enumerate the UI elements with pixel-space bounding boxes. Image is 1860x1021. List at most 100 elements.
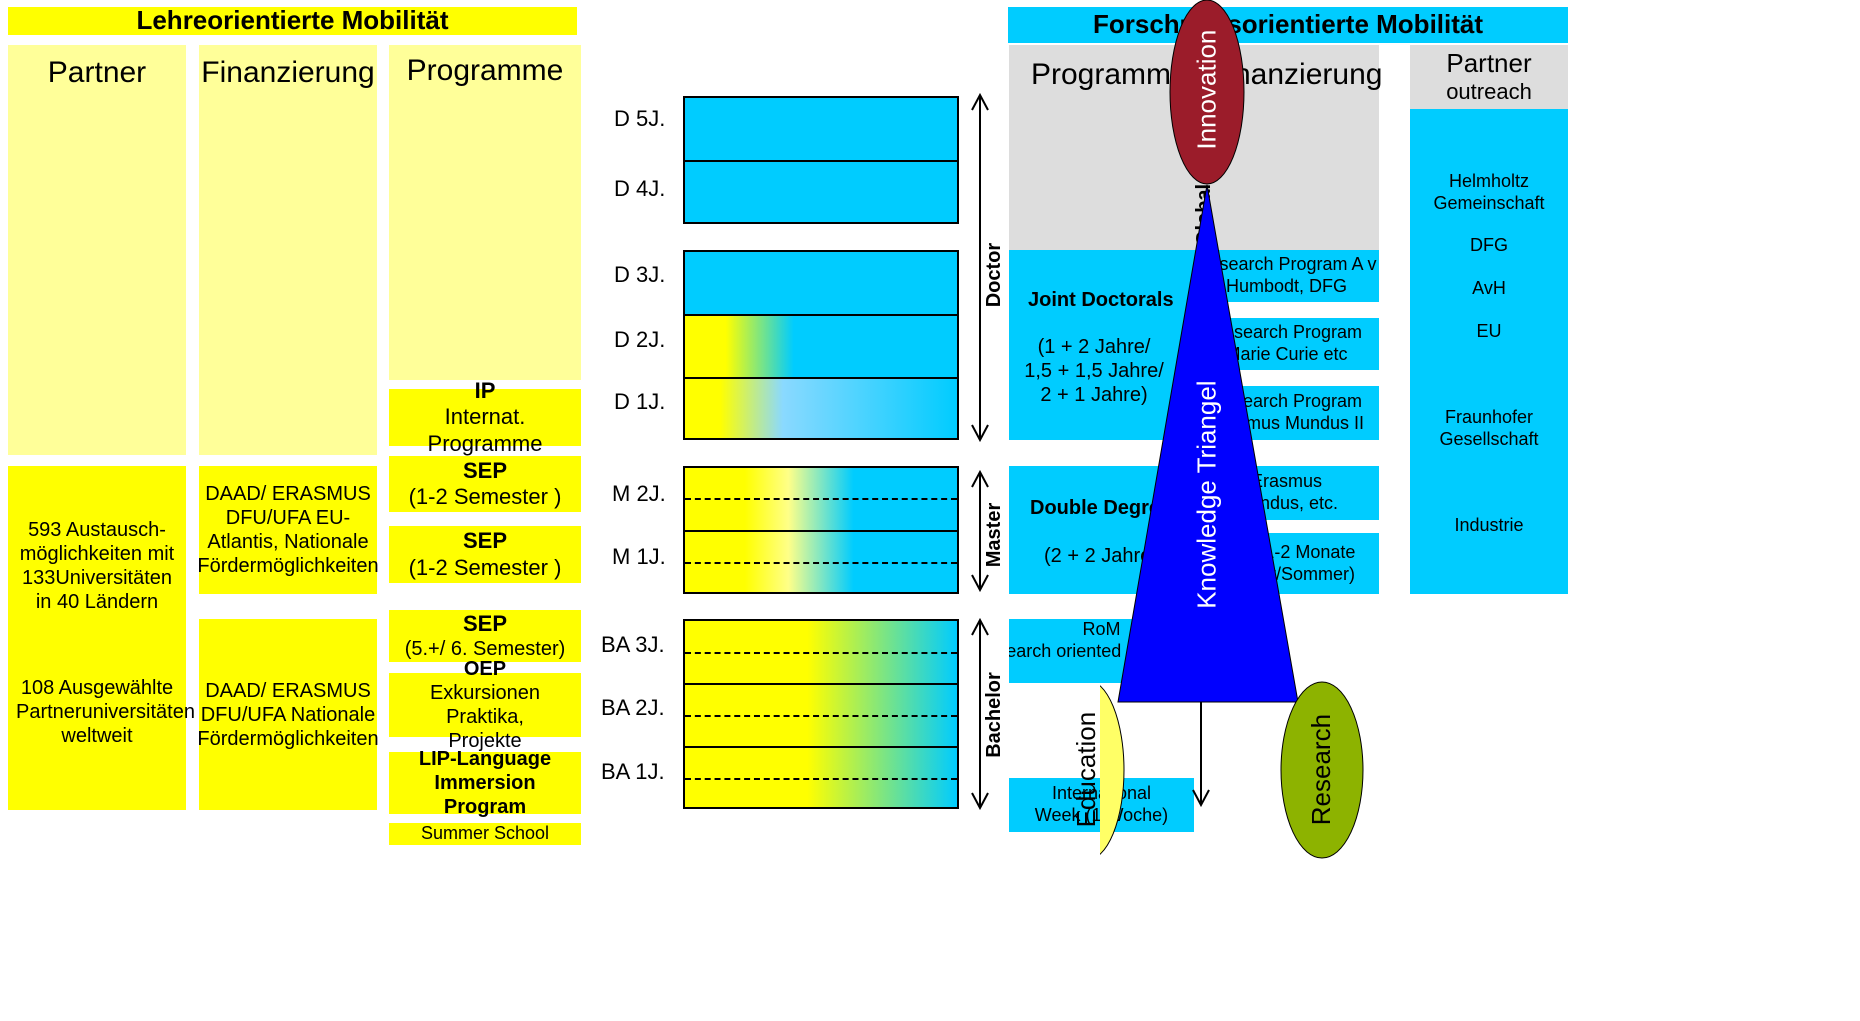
right-partner-list: Helmholtz Gemeinschaft DFG AvH EU Fraunh… xyxy=(1410,109,1568,594)
bar-group-doctor-lower xyxy=(683,250,959,440)
program-title: SEP xyxy=(462,528,508,554)
partner-box: 593 Austausch-möglichkeiten mit 133Unive… xyxy=(8,466,195,810)
right-title: Forschungsorientierte Mobilität xyxy=(1008,7,1568,43)
finanz-box-upper: DAAD/ ERASMUS DFU/UFA EU-Atlantis, Natio… xyxy=(197,466,379,594)
left-title: Lehreorientierte Mobilität xyxy=(8,5,577,35)
program-title: SEP xyxy=(462,457,508,483)
bar-dash xyxy=(685,498,957,500)
level-bachelor-label: Bachelor xyxy=(983,672,1005,758)
partner-eu: EU xyxy=(1476,321,1502,341)
program-sep-3: SEP (5.+/ 6. Semester) xyxy=(389,610,581,662)
joint-sub: (1 + 2 Jahre/ 1,5 + 1,5 Jahre/ 2 + 1 Jah… xyxy=(1024,336,1164,406)
double-sub: (2 + 2 Jahre) xyxy=(1044,545,1158,567)
program-sub: (1-2 Semester ) xyxy=(408,554,562,580)
program-sep-2: SEP (1-2 Semester ) xyxy=(389,526,581,583)
education-label: Education xyxy=(1071,712,1102,828)
left-finanz-column: Finanzierung xyxy=(199,45,377,455)
program-title: LIP-Language Immersion Program xyxy=(418,748,552,818)
innovation-label-box: Innovation xyxy=(1190,15,1224,165)
rom-title: RoM xyxy=(1082,619,1121,639)
education-ellipse xyxy=(1100,685,1125,855)
left-programme-column: Programme xyxy=(389,45,581,380)
fin-box-1: Research Program A v Humbodt, DFG xyxy=(1194,250,1379,302)
innovation-label: Innovation xyxy=(1191,30,1222,150)
level-bachelor: Bachelor xyxy=(983,660,1005,770)
left-partner-header: Partner xyxy=(47,56,147,89)
research-label: Research xyxy=(1306,714,1337,826)
partner-dfg: DFG xyxy=(1470,235,1508,255)
bar-divider xyxy=(685,530,957,532)
finanz-text-upper: DAAD/ ERASMUS DFU/UFA EU-Atlantis, Natio… xyxy=(197,483,379,577)
left-programme-header: Programme xyxy=(406,54,564,87)
program-title: OEP xyxy=(463,658,507,680)
year-label: BA 3J. xyxy=(601,632,665,657)
bar-divider xyxy=(685,746,957,748)
triangle-label-box: Knowledge Triangel xyxy=(1190,330,1224,660)
innovation-ellipse xyxy=(1169,0,1245,185)
knowledge-triangle xyxy=(1117,184,1299,703)
level-doctor-label: Doctor xyxy=(983,242,1006,308)
partner-text-exchange: 593 Austausch-möglichkeiten mit 133Unive… xyxy=(19,519,175,613)
year-label: BA 1J. xyxy=(601,759,665,784)
level-arrows xyxy=(971,92,989,811)
research-label-box: Research xyxy=(1305,690,1339,850)
research-ellipse xyxy=(1280,681,1364,859)
finanz-box-lower: DAAD/ ERASMUS DFU/UFA Nationale Fördermö… xyxy=(197,619,379,810)
bar-group-doctor-upper xyxy=(683,96,959,224)
year-label: D 1J. xyxy=(614,389,666,414)
program-sub: (5.+/ 6. Semester) xyxy=(404,638,566,661)
level-master: Master xyxy=(983,490,1006,580)
program-sub: Internat. Programme xyxy=(427,404,543,456)
bar-d1 xyxy=(685,378,957,438)
year-label: M 1J. xyxy=(612,544,666,569)
box-joint-doctorals: Joint Doctorals (1 + 2 Jahre/ 1,5 + 1,5 … xyxy=(1009,250,1194,440)
partner-fraunhofer: Fraunhofer Gesellschaft xyxy=(1439,407,1539,449)
program-sub: Exkursionen Praktika, Projekte xyxy=(429,682,541,752)
bar-divider xyxy=(685,160,957,162)
double-title: Double Degree xyxy=(1030,497,1172,519)
program-oep: OEP Exkursionen Praktika, Projekte xyxy=(389,658,581,752)
bar-dash xyxy=(685,715,957,717)
bar-dash xyxy=(685,652,957,654)
right-partner-sub: outreach xyxy=(1446,79,1532,105)
bar-d2 xyxy=(685,315,957,378)
fin-text: Research Program A v Humbodt, DFG xyxy=(1196,254,1377,296)
program-title: SEP xyxy=(462,610,508,636)
year-label: D 4J. xyxy=(614,176,666,201)
partner-avh: AvH xyxy=(1472,278,1506,298)
year-label: M 2J. xyxy=(612,481,666,506)
program-summer-school: Summer School xyxy=(389,823,581,845)
right-partner-header-box: Partner outreach xyxy=(1410,45,1568,109)
year-label: D 2J. xyxy=(614,327,666,352)
partner-industrie: Industrie xyxy=(1454,515,1524,535)
bar-divider xyxy=(685,314,957,316)
bar-group-master xyxy=(683,466,959,594)
program-sep-1: SEP (1-2 Semester ) xyxy=(389,456,581,512)
program-title: IP xyxy=(474,377,496,403)
program-sub: Summer School xyxy=(420,823,550,844)
education-label-box: Education xyxy=(1070,690,1104,850)
year-label: D 3J. xyxy=(614,262,666,287)
level-doctor: Doctor xyxy=(983,220,1006,330)
year-label: D 5J. xyxy=(614,106,666,131)
bar-divider xyxy=(685,377,957,379)
triangle-down-arrow xyxy=(1192,789,1210,808)
program-ip: IP Internat. Programme xyxy=(389,378,581,456)
bar-dash xyxy=(685,778,957,780)
bar-divider xyxy=(685,683,957,685)
program-sub: (1-2 Semester ) xyxy=(408,484,562,509)
partner-text-selected: 108 Ausgewählte Partneruniversitäten wel… xyxy=(16,677,195,747)
level-master-label: Master xyxy=(983,502,1006,568)
left-partner-column: Partner xyxy=(8,45,186,455)
fin-text: Research Program Marie Curie etc xyxy=(1210,322,1363,364)
knowledge-triangle-graphic xyxy=(1100,0,1364,859)
partner-helmholtz: Helmholtz Gemeinschaft xyxy=(1433,171,1545,213)
joint-title: Joint Doctorals xyxy=(1028,289,1174,311)
bar-dash xyxy=(685,562,957,564)
right-partner-header: Partner xyxy=(1446,48,1532,79)
program-lip: LIP-Language Immersion Program xyxy=(389,748,581,818)
left-finanz-header: Finanzierung xyxy=(201,56,375,89)
bar-group-bachelor xyxy=(683,619,959,809)
right-programme-header: Programme xyxy=(1031,58,1188,91)
triangle-label: Knowledge Triangel xyxy=(1191,380,1222,610)
